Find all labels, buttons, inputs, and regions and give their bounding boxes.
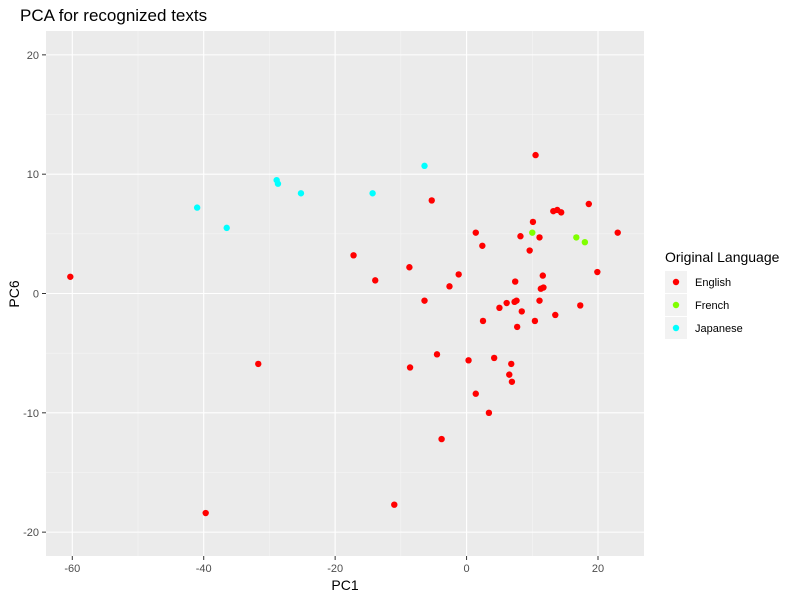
point-english: [513, 323, 521, 331]
point-english: [433, 351, 441, 358]
point-english: [391, 501, 398, 508]
point-english: [455, 271, 462, 278]
point-english: [508, 378, 516, 385]
grid-major: [46, 31, 644, 556]
y-tick-label: -20: [23, 527, 39, 539]
legend-label-english: English: [695, 277, 731, 289]
x-tick-label: -20: [327, 563, 343, 575]
point-english: [503, 299, 510, 307]
point-english: [526, 247, 533, 254]
point-english: [506, 371, 513, 378]
point-english: [255, 360, 262, 368]
point-english: [518, 308, 525, 315]
point-english: [531, 317, 539, 325]
point-english: [529, 218, 537, 226]
point-japanese: [274, 180, 282, 187]
point-english: [350, 252, 357, 259]
point-english: [428, 197, 435, 204]
point-english: [614, 229, 621, 236]
point-japanese: [421, 162, 428, 170]
point-japanese: [193, 204, 201, 211]
point-english: [558, 209, 565, 216]
x-tick-label: -40: [196, 563, 212, 575]
legend-marker-french: [672, 301, 680, 309]
legend-marker-english: [672, 278, 680, 286]
legend-items: English French Japanese: [665, 271, 743, 339]
point-french: [529, 229, 536, 236]
y-tick-label: 10: [27, 169, 39, 181]
point-english: [536, 234, 543, 241]
x-axis: -60 -40 -20 0 20: [64, 556, 604, 575]
point-japanese: [223, 224, 230, 232]
x-tick-label: -60: [64, 563, 80, 575]
point-english: [577, 302, 584, 309]
point-english: [512, 278, 519, 285]
point-english: [585, 200, 592, 208]
y-tick-label: 0: [33, 289, 39, 301]
point-english: [446, 283, 453, 290]
point-english: [479, 242, 486, 249]
legend-marker-japanese: [672, 324, 680, 332]
point-english: [517, 233, 524, 240]
data-points: [67, 151, 621, 517]
point-english: [536, 297, 543, 304]
legend-label-french: French: [695, 300, 729, 312]
point-english: [372, 277, 379, 284]
legend-label-japanese: Japanese: [695, 323, 743, 335]
point-english: [594, 268, 601, 276]
point-english: [552, 311, 559, 319]
point-english: [496, 304, 503, 312]
point-english: [540, 284, 547, 291]
x-axis-title: PC1: [331, 577, 358, 593]
point-english: [406, 264, 413, 271]
point-english: [485, 409, 493, 417]
point-english: [508, 360, 515, 368]
point-french: [581, 238, 589, 246]
point-english: [472, 390, 479, 397]
point-english: [438, 435, 445, 443]
y-tick-label: -10: [23, 408, 39, 420]
point-japanese: [297, 190, 305, 197]
y-tick-label: 20: [27, 50, 39, 62]
point-english: [202, 509, 209, 517]
point-english: [472, 229, 479, 236]
legend: Original Language English French Japanese: [665, 249, 780, 339]
point-english: [67, 273, 74, 280]
point-english: [490, 354, 498, 362]
point-english: [406, 364, 414, 371]
point-english: [421, 297, 428, 304]
point-english: [539, 272, 546, 279]
x-tick-label: 20: [592, 563, 604, 575]
point-english: [465, 357, 472, 364]
legend-title: Original Language: [665, 249, 780, 265]
x-tick-label: 0: [464, 563, 470, 575]
y-axis-title: PC6: [6, 280, 22, 307]
point-english: [513, 297, 520, 304]
y-axis: -20 -10 0 10 20: [23, 50, 46, 539]
point-french: [573, 234, 580, 241]
chart-title: PCA for recognized texts: [20, 6, 207, 25]
point-english: [479, 317, 487, 325]
point-english: [532, 151, 539, 159]
point-japanese: [369, 190, 376, 197]
